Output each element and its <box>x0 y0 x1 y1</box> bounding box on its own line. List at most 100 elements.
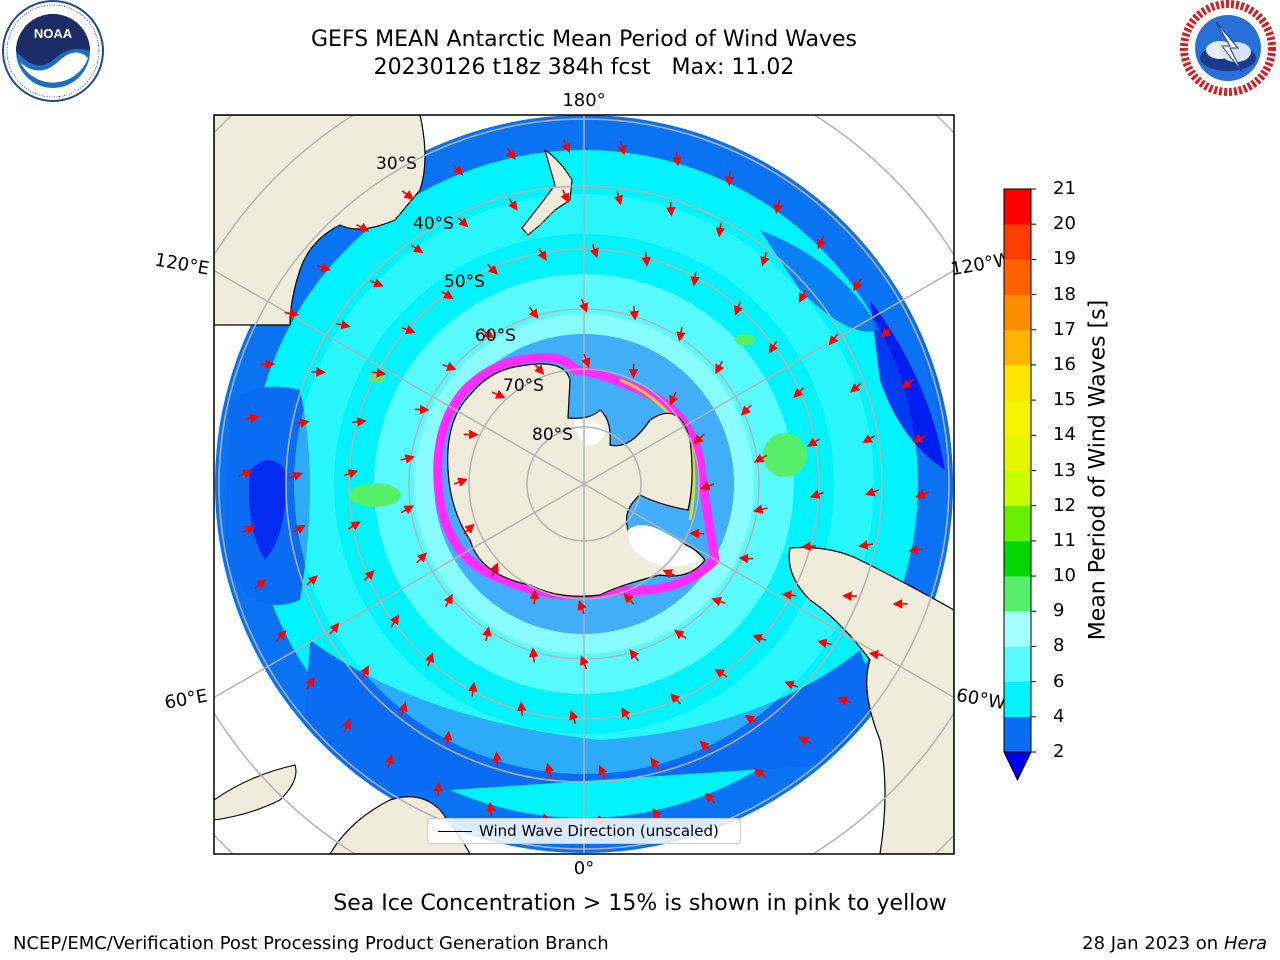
wave-direction-arrow <box>369 278 384 288</box>
lon-label-0: 0° <box>574 858 594 879</box>
colorbar-segment <box>1004 259 1031 295</box>
wave-direction-arrow <box>453 477 468 487</box>
wave-direction-arrow <box>908 545 923 555</box>
colorbar-segment <box>1004 364 1031 401</box>
sea-ice-note: Sea Ice Concentration > 15% is shown in … <box>333 891 947 916</box>
wave-direction-arrow <box>768 340 779 354</box>
wave-direction-arrow <box>292 524 306 534</box>
wave-direction-arrow <box>669 391 679 406</box>
wave-direction-arrow <box>508 198 518 211</box>
legend-label: Wind Wave Direction (unscaled) <box>479 822 719 840</box>
wave-direction-arrow <box>295 418 310 428</box>
wave-direction-arrow <box>672 151 682 167</box>
colorbar-segment <box>1004 716 1031 753</box>
wave-direction-arrow <box>589 243 599 259</box>
colorbar-segment <box>1004 681 1031 718</box>
wave-direction-arrow <box>670 693 681 705</box>
colorbar-tick-label: 21 <box>1053 178 1076 199</box>
colorbar-label: Mean Period of Wind Waves [s] <box>1085 299 1111 641</box>
wave-direction-arrow <box>577 600 587 615</box>
colorbar-tick-label: 2 <box>1053 741 1065 762</box>
wave-direction-arrow <box>598 764 608 779</box>
wave-direction-arrow <box>912 433 926 443</box>
colorbar-segment <box>1004 646 1031 682</box>
wave-direction-arrow <box>544 762 555 778</box>
wave-direction-arrow <box>329 622 340 635</box>
colorbar-segment <box>1004 294 1031 331</box>
wave-direction-arrow <box>425 652 435 667</box>
colorbar <box>1003 188 1036 782</box>
wave-direction-arrow <box>352 417 367 427</box>
wave-direction-arrow <box>699 740 711 752</box>
wave-direction-arrow <box>316 262 331 272</box>
wave-direction-arrow <box>481 328 495 339</box>
map-legend: Wind Wave Direction (unscaled) <box>427 818 741 844</box>
wave-direction-arrow <box>853 278 863 292</box>
wave-direction-arrow <box>410 243 424 254</box>
wave-direction-arrow <box>400 505 415 515</box>
wave-direction-arrow <box>487 263 498 275</box>
wave-direction-arrow <box>284 308 300 319</box>
wave-direction-arrow <box>581 353 591 368</box>
wave-direction-arrow <box>288 471 304 481</box>
legend-line-swatch <box>438 831 472 833</box>
lat-label-30s: 30°S <box>376 154 417 174</box>
wave-direction-arrow <box>849 382 862 393</box>
wave-direction-arrow <box>793 387 805 398</box>
wave-direction-arrow <box>580 655 589 670</box>
wave-direction-arrow <box>693 433 705 445</box>
wave-direction-arrow <box>468 681 478 697</box>
wave-direction-arrow <box>650 757 660 770</box>
colorbar-tick-label: 14 <box>1053 424 1076 446</box>
wave-direction-arrow <box>613 190 624 206</box>
colorbar-segment <box>1004 505 1031 542</box>
wave-direction-arrow <box>486 801 496 817</box>
wave-direction-arrow <box>704 792 716 804</box>
wave-direction-arrow <box>242 525 256 535</box>
wave-direction-arrow <box>537 247 547 261</box>
wave-direction-arrow <box>740 404 752 416</box>
wave-direction-arrow <box>442 730 453 746</box>
colorbar-segment <box>1004 576 1031 612</box>
wave-direction-arrow <box>738 553 754 564</box>
wave-direction-arrow <box>569 709 579 725</box>
australia <box>214 115 426 326</box>
wave-direction-arrow <box>733 301 743 316</box>
colorbar-under-triangle <box>1003 751 1032 782</box>
colorbar-segment <box>1004 435 1031 471</box>
wave-direction-arrow <box>817 638 832 648</box>
wave-direction-arrow <box>809 489 825 499</box>
colorbar-tick-label: 10 <box>1053 565 1076 587</box>
wave-direction-arrow <box>440 289 454 300</box>
wave-direction-arrow <box>817 235 827 250</box>
wave-direction-arrow <box>724 171 735 187</box>
wave-direction-arrow <box>398 701 408 716</box>
wave-direction-arrow <box>384 753 395 769</box>
wave-direction-arrow <box>753 453 768 463</box>
wave-direction-arrow <box>623 593 635 605</box>
wave-direction-arrow <box>629 649 640 662</box>
wave-direction-arrow <box>401 190 414 200</box>
colorbar-tick-label: 19 <box>1053 248 1076 270</box>
wave-direction-arrow <box>463 523 475 535</box>
wave-direction-arrow <box>690 271 700 287</box>
nws-logo <box>1180 0 1276 96</box>
colorbar-tick-label: 6 <box>1053 670 1065 692</box>
wave-direction-arrow <box>807 437 821 447</box>
wave-direction-arrow <box>528 306 539 319</box>
wave-direction-arrow <box>901 379 914 389</box>
wave-direction-arrow <box>343 469 359 479</box>
lat-label-50s: 50°S <box>444 272 485 292</box>
lat-label-80s: 80°S <box>532 425 573 445</box>
wave-direction-arrow <box>492 751 502 767</box>
lat-label-70s: 70°S <box>503 376 544 396</box>
south-america <box>788 546 954 854</box>
wave-direction-arrow <box>276 629 287 642</box>
colorbar-segment <box>1004 611 1031 647</box>
wave-direction-arrow <box>356 222 370 232</box>
colorbar-segment <box>1004 400 1031 436</box>
map-frame <box>213 114 955 855</box>
wave-direction-arrow <box>341 718 351 733</box>
wave-direction-arrow <box>561 139 571 154</box>
wave-direction-arrow <box>617 140 627 156</box>
